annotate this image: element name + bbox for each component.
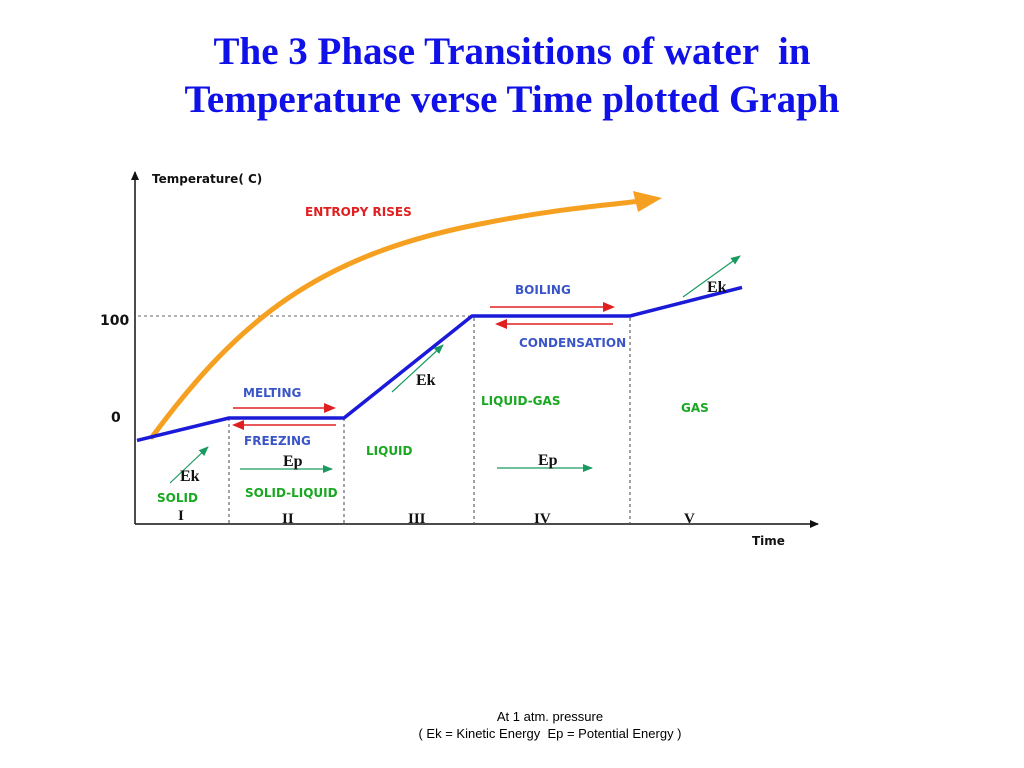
x-axis-label: Time: [752, 534, 785, 548]
ek-label: Ek: [707, 279, 727, 296]
y-tick-label: 100: [100, 313, 129, 329]
ek-arrow: [682, 255, 741, 298]
title-line-2: Temperature verse Time plotted Graph: [184, 78, 840, 121]
page-title: The 3 Phase Transitions of water in Temp…: [0, 28, 1024, 124]
footnote: At 1 atm. pressure ( Ek = Kinetic Energy…: [380, 708, 720, 742]
temperature-curve: [136, 285, 743, 443]
entropy-label: ENTROPY RISES: [305, 205, 412, 219]
region-label: IV: [534, 511, 551, 527]
melting-label: MELTING: [243, 386, 301, 400]
region-label: V: [684, 511, 695, 527]
solid-liquid-label: SOLID-LIQUID: [245, 486, 338, 500]
ek-arrow: [391, 344, 444, 393]
condensation-label: CONDENSATION: [519, 336, 626, 350]
entropy-arrow: [149, 198, 643, 440]
footnote-line-2: ( Ek = Kinetic Energy Ep = Potential Ene…: [418, 726, 682, 741]
ek-label: Ek: [180, 468, 200, 485]
ep-label: Ep: [283, 453, 303, 470]
region-label: II: [282, 511, 294, 527]
gas-label: GAS: [681, 401, 709, 415]
region-label: I: [178, 508, 184, 524]
y-tick-label: 0: [111, 410, 121, 426]
ep-label: Ep: [538, 452, 558, 469]
y-axis-label: Temperature( C): [152, 172, 262, 186]
footnote-line-1: At 1 atm. pressure: [496, 709, 604, 724]
liquid-gas-label: LIQUID-GAS: [481, 394, 560, 408]
title-line-1: The 3 Phase Transitions of water in: [213, 30, 811, 73]
ek-label: Ek: [416, 372, 436, 389]
liquid-label: LIQUID: [366, 444, 413, 458]
ek-arrow: [169, 446, 209, 484]
freezing-label: FREEZING: [244, 434, 311, 448]
boiling-label: BOILING: [515, 283, 571, 297]
solid-label: SOLID: [157, 491, 198, 505]
region-label: III: [408, 511, 426, 527]
entropy-arrowhead: [633, 191, 662, 212]
